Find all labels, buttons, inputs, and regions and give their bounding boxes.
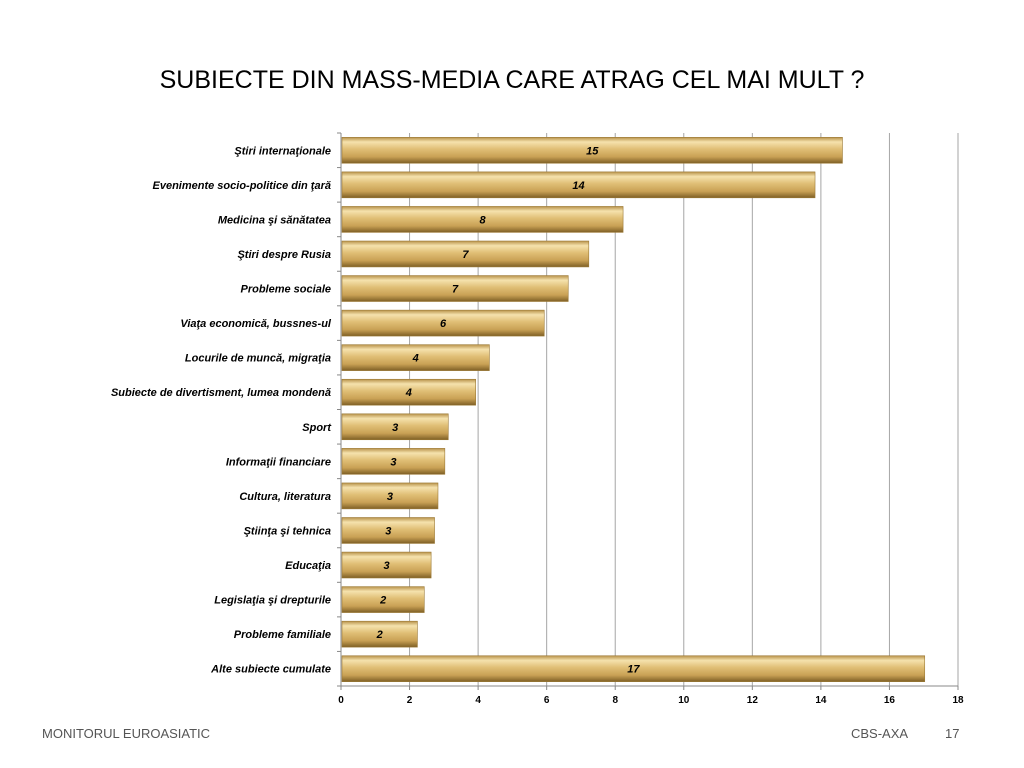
category-label: Legislaţia şi drepturile [214,595,331,607]
x-tick-label: 14 [815,695,827,706]
bar [341,517,435,544]
bar-value-label: 3 [385,525,391,537]
category-label: Locurile de muncă, migraţia [185,353,331,365]
category-label: Viaţa economică, bussnes-ul [180,318,332,330]
x-tick-label: 0 [338,695,344,706]
slide-title: SUBIECTE DIN MASS-MEDIA CARE ATRAG CEL M… [159,66,865,94]
bar-value-label: 14 [572,180,584,192]
category-label: Ştiri despre Rusia [237,249,331,261]
category-label: Informaţii financiare [226,456,331,468]
bar-value-label: 17 [627,664,640,676]
bar [341,378,476,406]
bar [341,137,843,164]
bar [341,240,590,268]
category-label: Ştiri internaţionale [234,145,331,157]
category-label: Cultura, literatura [239,491,331,503]
footer-source: MONITORUL EUROASIATIC [42,726,211,741]
bar [341,309,545,337]
bar-value-label: 8 [479,214,486,226]
x-tick-label: 16 [884,695,896,706]
bar-value-label: 7 [462,249,469,261]
bar [341,206,624,233]
bar-value-label: 4 [412,353,419,365]
bar-value-label: 15 [586,145,599,157]
category-label: Ştiinţa şi tehnica [244,525,331,537]
bar-value-label: 4 [405,387,412,399]
bar-value-label: 3 [392,422,398,434]
x-tick-label: 12 [747,695,759,706]
x-tick-label: 10 [678,695,690,706]
bar [341,551,432,579]
bar-value-label: 7 [452,284,459,296]
bars: 15 14 8 7 7 6 4 4 3 3 3 3 3 2 2 17 [341,137,926,682]
bar-value-label: 6 [440,318,447,330]
category-label: Probleme sociale [241,284,332,296]
category-label: Subiecte de divertisment, lumea mondenă [111,387,331,399]
bar [341,655,926,682]
category-label: Evenimente socio-politice din ţară [153,180,332,192]
bar-value-label: 3 [383,560,389,572]
bar [341,275,569,302]
x-tick-label: 6 [544,695,550,706]
bar [341,171,816,199]
bar [341,482,439,510]
x-tick-labels: 0 2 4 6 8 10 12 14 16 18 [338,695,964,706]
category-label: Alte subiecte cumulate [210,664,331,676]
bar [341,586,425,613]
x-tick-label: 8 [612,695,618,706]
bar [341,413,449,441]
bar [341,344,490,371]
category-label: Sport [302,422,332,434]
x-tick-label: 4 [475,695,481,706]
bar-value-label: 3 [390,456,396,468]
x-tick-label: 18 [952,695,964,706]
category-label: Educaţia [285,560,331,572]
bar-value-label: 2 [379,595,386,607]
category-label: Medicina şi sănătatea [218,214,331,226]
x-tick-label: 2 [407,695,413,706]
bar-value-label: 2 [376,629,383,641]
bar [341,448,446,475]
page-number: 17 [945,726,960,741]
bar-value-label: 3 [387,491,393,503]
bar [341,620,418,648]
footer-agency: CBS-AXA [851,726,909,741]
bar-chart: 15 14 8 7 7 6 4 4 3 3 3 3 3 2 2 17 Ştiri internaţionale… [111,132,964,706]
category-label: Probleme familiale [234,629,331,641]
category-labels: Ştiri internaţionale Evenimente socio-pol… [111,145,332,675]
